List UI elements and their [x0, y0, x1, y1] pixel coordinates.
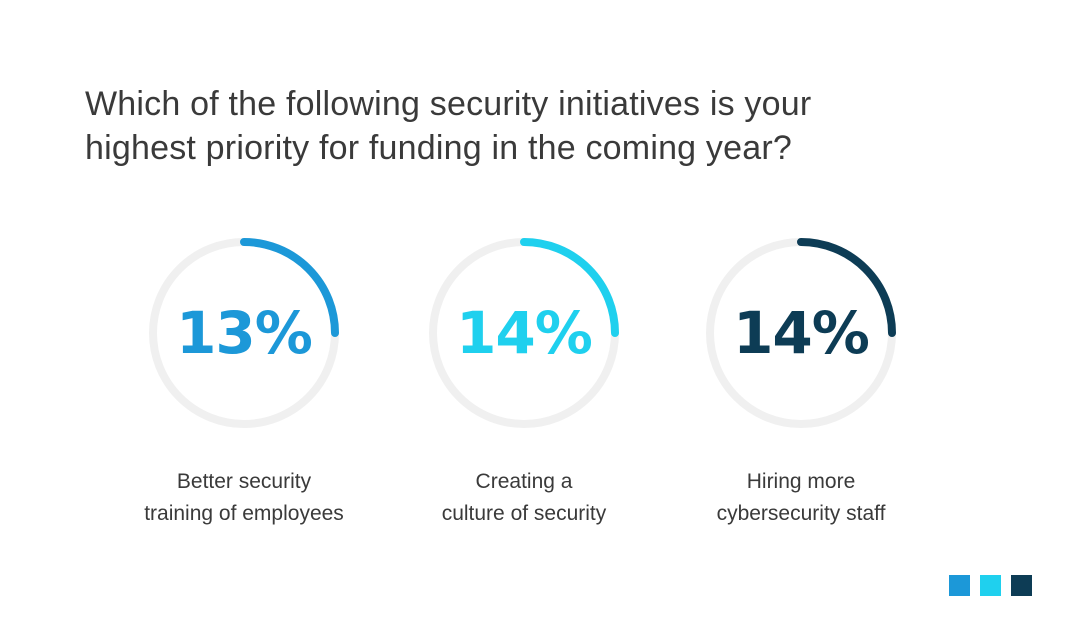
gauge-culture: 14%: [418, 227, 630, 439]
chart-title-line-2: highest priority for funding in the comi…: [85, 129, 792, 167]
gauge-arc-training: [240, 238, 339, 337]
gauge-value-training: 13%: [176, 299, 313, 367]
gauge-label-line: Better security: [176, 470, 312, 493]
chart-title: Which of the following security initiati…: [85, 82, 985, 170]
gauge-label-line: cybersecurity staff: [716, 502, 886, 525]
brand-square-cyan: [980, 575, 1001, 596]
gauge-label-training: Better security training of employees: [94, 466, 394, 530]
gauge-label-culture: Creating a culture of security: [374, 466, 674, 530]
gauge-training: 13%: [138, 227, 350, 439]
gauge-label-line: culture of security: [441, 502, 607, 525]
gauge-culture-ring: [429, 238, 619, 428]
gauge-label-staff: Hiring more cybersecurity staff: [651, 466, 951, 530]
gauge-label-line: Hiring more: [746, 470, 856, 493]
chart-title-line-1: Which of the following security initiati…: [85, 85, 812, 123]
gauge-training-ring: [149, 238, 339, 428]
brand-square-navy: [1011, 575, 1032, 596]
gauge-arc-culture: [520, 238, 619, 337]
gauge-arc-staff: [797, 238, 896, 337]
gauge-label-line: Creating a: [475, 470, 573, 493]
gauge-label-line: training of employees: [144, 502, 344, 525]
brand-square-blue: [949, 575, 970, 596]
gauge-staff-ring: [706, 238, 896, 428]
gauge-value-staff: 14%: [733, 299, 870, 367]
gauge-staff: 14%: [695, 227, 907, 439]
gauge-value-culture: 14%: [456, 299, 593, 367]
